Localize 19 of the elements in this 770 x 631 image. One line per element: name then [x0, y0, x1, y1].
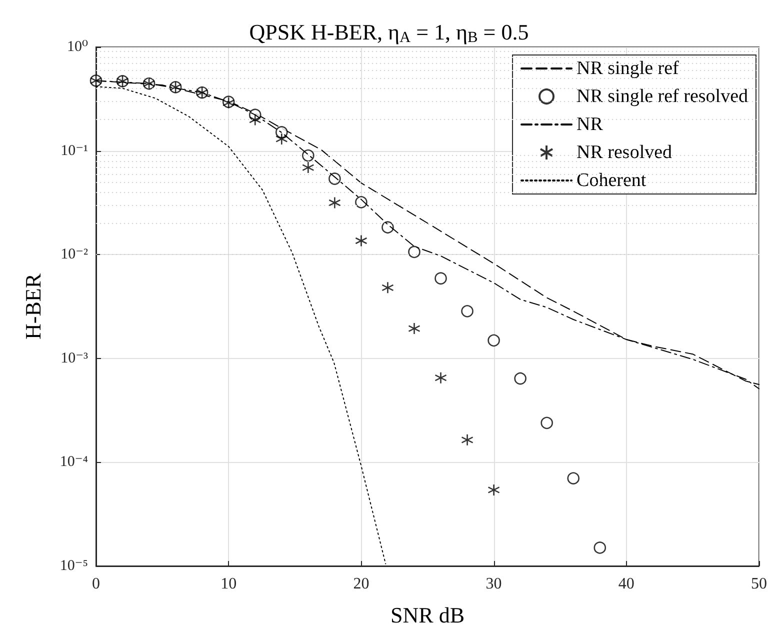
- legend-label: NR: [576, 114, 604, 135]
- x-tick-label: 0: [92, 576, 100, 592]
- y-tick-label: 10⁰: [66, 39, 88, 55]
- legend-label: NR single ref resolved: [576, 86, 748, 107]
- y-axis-title: H-BER: [20, 273, 46, 340]
- legend-label: NR single ref: [576, 58, 680, 79]
- y-tick-label: 10⁻²: [60, 246, 88, 263]
- x-tick-label: 40: [618, 576, 634, 592]
- y-tick-label: 10⁻⁴: [60, 454, 88, 470]
- legend-label: Coherent: [576, 170, 647, 191]
- y-tick-label: 10⁻³: [60, 350, 88, 366]
- x-tick-label: 50: [751, 576, 767, 592]
- y-tick-label: 10⁻¹: [60, 142, 88, 159]
- x-tick-label: 10: [220, 576, 237, 592]
- x-tick-label: 20: [353, 576, 370, 592]
- x-axis-title: SNR dB: [390, 602, 464, 628]
- x-tick-label: 30: [486, 576, 502, 592]
- legend-label: NR resolved: [576, 142, 673, 163]
- y-tick-label: 10⁻⁵: [60, 558, 88, 574]
